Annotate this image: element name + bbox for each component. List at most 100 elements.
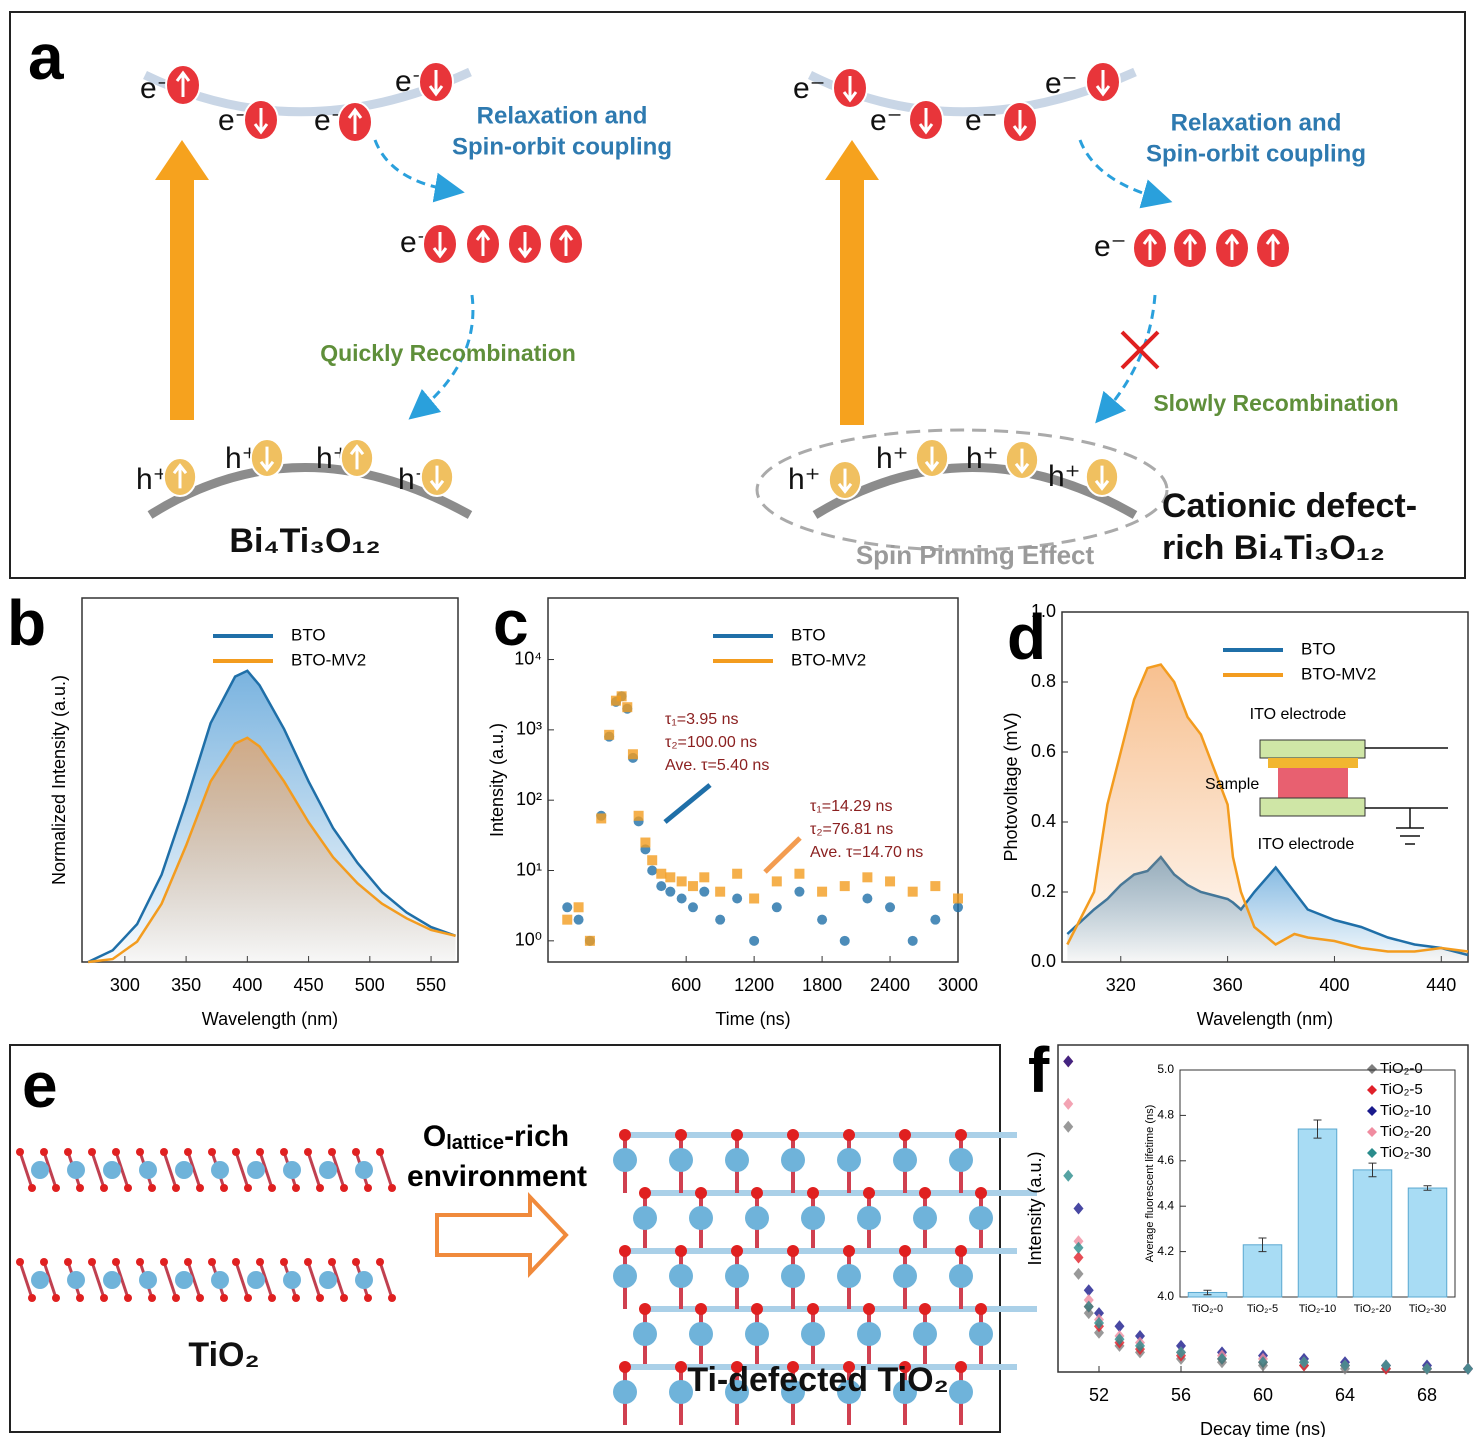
y-tick-label: 0.2 — [1031, 881, 1056, 901]
oxygen — [304, 1258, 312, 1266]
point — [817, 886, 828, 897]
oxygen — [899, 1245, 911, 1257]
electrode — [1259, 797, 1366, 817]
oxygen — [268, 1184, 276, 1192]
oxygen — [364, 1294, 372, 1302]
titanium — [837, 1148, 861, 1172]
x-tick-label: 500 — [355, 975, 385, 995]
oxygen — [112, 1258, 120, 1266]
oxygen — [975, 1303, 987, 1315]
oxygen — [244, 1294, 252, 1302]
line — [1066, 663, 1469, 953]
charts: b Wavelength (nm) Normalized Intensity (a.… — [7, 587, 1473, 1437]
oxygen — [100, 1184, 108, 1192]
titanium — [283, 1161, 301, 1179]
oxygen — [328, 1258, 336, 1266]
oxygen — [136, 1148, 144, 1156]
oxygen — [16, 1258, 24, 1266]
y-tick-label: 10⁰ — [515, 930, 542, 950]
point — [573, 902, 584, 913]
point — [604, 729, 615, 740]
y-tick-label: 0.0 — [1031, 951, 1056, 971]
annotation: Quickly Recombination — [320, 340, 576, 366]
titanium — [745, 1322, 769, 1346]
oxygen — [787, 1245, 799, 1257]
electrode — [1259, 739, 1366, 759]
oxygen — [220, 1294, 228, 1302]
titanium — [781, 1380, 805, 1404]
bond — [234, 1261, 250, 1299]
titanium — [689, 1322, 713, 1346]
oxygen — [843, 1129, 855, 1141]
legend-marker — [1367, 1106, 1377, 1116]
panel-label: a — [28, 21, 64, 93]
panel-label: e — [22, 1049, 58, 1121]
x-tick-label: 360 — [1213, 975, 1243, 995]
point — [1063, 1097, 1074, 1110]
x-tick-label: TiO₂-10 — [1299, 1303, 1336, 1315]
point — [633, 810, 644, 821]
titanium — [613, 1148, 637, 1172]
bond — [162, 1151, 178, 1189]
titanium — [319, 1161, 337, 1179]
x-tick-label: 350 — [171, 975, 201, 995]
x-tick-label: TiO₂-20 — [1354, 1303, 1391, 1315]
titanium — [103, 1161, 121, 1179]
oxygen — [112, 1148, 120, 1156]
spin-arrow — [1224, 233, 1240, 260]
spin-arrow — [475, 229, 491, 256]
y-axis-label: Photovoltage (mV) — [1001, 712, 1021, 861]
titanium — [837, 1380, 861, 1404]
x-tick-label: 440 — [1426, 975, 1456, 995]
point — [562, 902, 573, 913]
spin-arrow — [1265, 233, 1281, 260]
bond — [306, 1261, 322, 1299]
point — [1135, 1339, 1145, 1352]
electron-label: e⁻ — [1094, 230, 1127, 263]
spin-arrow — [842, 76, 858, 103]
oxygen — [388, 1184, 396, 1192]
x-tick-label: 64 — [1335, 1385, 1355, 1405]
titanium — [103, 1271, 121, 1289]
annotation: Ave. τ=14.70 ns — [810, 844, 923, 861]
oxygen — [787, 1361, 799, 1373]
point — [862, 872, 873, 883]
x-tick-label: 400 — [232, 975, 262, 995]
point — [656, 868, 667, 879]
point — [1083, 1294, 1094, 1307]
oxygen — [220, 1184, 228, 1192]
titanium — [893, 1380, 917, 1404]
point — [1217, 1352, 1227, 1365]
oxygen — [64, 1258, 72, 1266]
oxygen — [340, 1294, 348, 1302]
error-bar — [1423, 1185, 1432, 1191]
legend-label: BTO-MV2 — [1301, 664, 1376, 683]
titanium — [139, 1161, 157, 1179]
point — [647, 855, 658, 866]
spin-arrow — [1095, 70, 1111, 97]
oxygen — [899, 1129, 911, 1141]
x-tick-label: 1800 — [802, 975, 842, 995]
bond — [258, 1261, 274, 1299]
error-bar — [1313, 1119, 1322, 1139]
spin-arrow — [1012, 110, 1028, 137]
legend-marker — [1367, 1127, 1377, 1137]
sample — [1278, 768, 1348, 798]
point — [1063, 1169, 1074, 1182]
annotation: lattice — [446, 1132, 504, 1154]
material-label: Bi₄Ti₃O₁₂ — [229, 522, 380, 560]
titanium — [247, 1161, 265, 1179]
point — [1463, 1362, 1473, 1375]
y-tick-label: 4.4 — [1157, 1198, 1174, 1212]
oxygen — [208, 1258, 216, 1266]
point — [647, 865, 658, 876]
y-tick-label: 10⁴ — [514, 648, 542, 668]
spin-arrow — [347, 107, 363, 134]
bar — [1352, 1169, 1393, 1298]
oxygen — [376, 1148, 384, 1156]
annotation: τ₁=14.29 ns — [810, 798, 892, 815]
oxygen — [975, 1187, 987, 1199]
electron-label: e⁻ — [1045, 67, 1078, 100]
y-tick-label: 0.8 — [1031, 671, 1056, 691]
